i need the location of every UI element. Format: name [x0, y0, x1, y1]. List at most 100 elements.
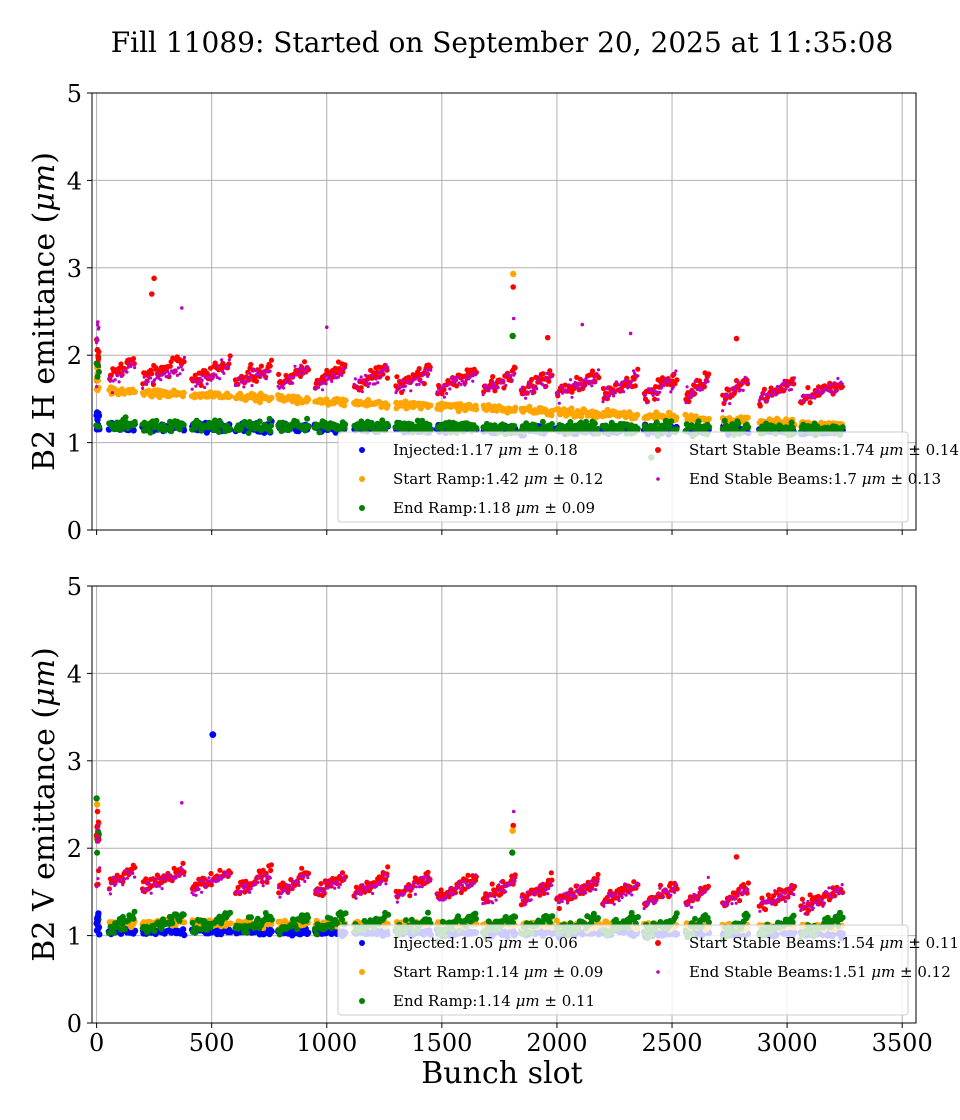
data-point: [395, 389, 399, 393]
data-point: [322, 381, 326, 385]
data-point: [211, 375, 215, 379]
data-point: [122, 414, 129, 421]
data-point: [449, 376, 453, 380]
data-point: [296, 367, 300, 371]
legend-label: End Stable Beams:1.7 μm ± 0.13: [689, 470, 941, 488]
data-point: [529, 389, 533, 393]
data-point: [164, 878, 168, 882]
data-point: [543, 386, 547, 390]
legend-label: Injected:1.17 μm ± 0.18: [393, 441, 578, 459]
data-point: [212, 417, 218, 424]
data-point: [737, 898, 743, 904]
data-point: [108, 379, 112, 383]
data-point: [674, 369, 678, 373]
data-point: [320, 388, 325, 392]
data-point: [218, 377, 222, 381]
data-point: [181, 919, 188, 926]
data-point: [254, 915, 261, 922]
data-point: [227, 353, 233, 359]
data-point: [744, 912, 751, 919]
y-tick-label: 1: [67, 430, 82, 458]
data-point: [635, 914, 641, 920]
data-point: [502, 379, 506, 383]
data-point: [620, 380, 624, 384]
data-point: [619, 426, 626, 433]
outlier-point: [96, 320, 100, 324]
data-point: [437, 392, 441, 396]
data-point: [510, 919, 516, 926]
data-point: [559, 385, 564, 389]
data-point: [613, 391, 617, 395]
data-point: [95, 356, 101, 362]
data-point: [596, 375, 602, 381]
data-point: [674, 377, 680, 383]
data-point: [549, 877, 555, 883]
data-point: [535, 387, 539, 391]
data-point: [316, 385, 321, 389]
data-point: [522, 392, 526, 397]
data-point: [577, 376, 583, 382]
data-point: [299, 865, 305, 871]
data-point: [227, 393, 234, 400]
data-point: [700, 388, 704, 392]
data-point: [721, 409, 725, 413]
data-point: [658, 390, 662, 394]
data-point: [512, 913, 519, 920]
data-point: [203, 385, 207, 390]
data-point: [490, 386, 494, 390]
data-point: [736, 379, 740, 383]
data-point: [111, 875, 116, 879]
y-tick-label: 0: [67, 517, 82, 545]
data-point: [133, 875, 137, 879]
data-point: [245, 430, 252, 436]
data-point: [692, 393, 696, 397]
data-point: [123, 877, 127, 881]
data-point: [121, 883, 125, 887]
data-point: [176, 917, 183, 924]
data-point: [730, 392, 735, 396]
data-point: [167, 363, 173, 369]
data-point: [316, 429, 323, 436]
data-point: [96, 338, 100, 342]
data-point: [289, 375, 293, 379]
data-point: [176, 366, 181, 370]
data-point: [355, 386, 359, 390]
data-point: [360, 390, 364, 394]
data-point: [745, 424, 752, 431]
data-point: [96, 877, 100, 881]
data-point: [235, 383, 239, 387]
data-point: [302, 427, 309, 434]
data-point: [227, 358, 231, 362]
data-point: [144, 880, 149, 884]
data-point: [402, 388, 406, 392]
data-point: [192, 380, 197, 384]
data-point: [594, 426, 601, 432]
data-point: [110, 881, 114, 885]
data-point: [628, 909, 635, 916]
data-point: [107, 887, 111, 891]
data-point: [256, 418, 263, 425]
data-point: [706, 371, 712, 377]
data-point: [695, 418, 702, 425]
data-point: [481, 393, 485, 397]
data-point: [566, 390, 570, 394]
data-point: [704, 381, 708, 385]
data-point: [556, 905, 562, 912]
data-point: [837, 909, 843, 916]
data-point: [801, 393, 806, 397]
data-point: [155, 372, 159, 376]
data-point: [701, 384, 708, 390]
data-point: [451, 379, 455, 383]
data-point: [705, 415, 712, 422]
data-point: [830, 389, 834, 394]
data-point: [342, 397, 349, 404]
data-point: [722, 393, 727, 397]
data-point: [472, 910, 479, 917]
data-point: [155, 884, 159, 889]
data-point: [268, 369, 272, 373]
data-point: [671, 385, 675, 389]
data-point: [828, 383, 832, 387]
data-point: [413, 377, 417, 381]
